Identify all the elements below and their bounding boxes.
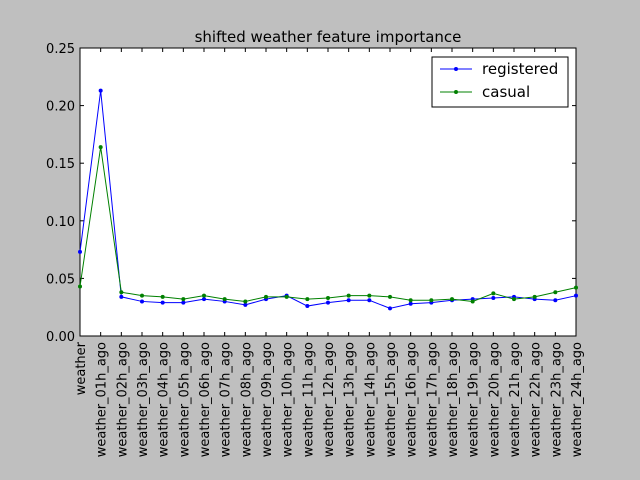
data-point-casual [98, 145, 103, 150]
data-point-casual [264, 294, 268, 299]
x-tick-label: weather_19h_ago [467, 342, 482, 457]
y-tick-label: 0.05 [46, 272, 75, 287]
x-tick-label: weather_18h_ago [446, 342, 461, 457]
data-point-registered [202, 297, 206, 302]
y-tick-label: 0.20 [46, 100, 75, 115]
x-tick-label: weather_08h_ago [239, 342, 254, 457]
x-tick-label: weather_09h_ago [260, 342, 275, 457]
data-point-casual [284, 294, 289, 299]
data-point-casual [388, 294, 392, 299]
series-layer [78, 88, 578, 311]
data-point-casual [222, 297, 227, 302]
legend-marker-registered [454, 67, 458, 71]
data-point-registered [388, 306, 392, 311]
x-tick-label: weather [74, 341, 89, 395]
data-point-registered [574, 293, 578, 298]
data-point-casual [202, 293, 206, 298]
legend-label-casual: casual [482, 83, 530, 101]
x-tick-label: weather_11h_ago [301, 342, 316, 457]
data-point-casual [450, 297, 454, 302]
data-point-casual [470, 299, 475, 304]
x-tick-label: weather_03h_ago [136, 342, 151, 457]
data-point-casual [367, 293, 372, 298]
data-point-casual [160, 294, 165, 299]
data-point-registered [243, 302, 248, 307]
x-tick-label: weather_02h_ago [115, 342, 130, 457]
data-point-casual [181, 297, 186, 302]
x-tick-label: weather_15h_ago [384, 342, 399, 457]
data-point-casual [243, 299, 248, 304]
data-point-casual [532, 294, 537, 299]
chart-title: shifted weather feature importance [195, 28, 462, 46]
x-tick-label: weather_20h_ago [487, 342, 502, 457]
x-tick-label: weather_04h_ago [157, 342, 172, 457]
y-tick-label: 0.15 [46, 157, 75, 172]
data-point-registered [346, 298, 351, 303]
data-point-casual [429, 298, 434, 303]
x-tick-label: weather_14h_ago [363, 342, 378, 457]
data-point-casual [346, 293, 351, 298]
x-tick-label: weather_16h_ago [405, 342, 420, 457]
data-point-casual [574, 285, 578, 290]
data-point-registered [491, 295, 496, 300]
legend-marker-casual [454, 90, 458, 94]
x-tick-label: weather_24h_ago [570, 342, 585, 457]
data-point-casual [512, 297, 516, 302]
data-point-registered [78, 249, 82, 254]
data-point-registered [408, 301, 413, 306]
data-point-registered [160, 300, 165, 305]
x-axis: weather weather_01h_ago weather_02h_ago wea… [74, 48, 585, 457]
data-point-registered [326, 300, 330, 305]
legend: registered casual [431, 56, 569, 108]
data-point-registered [305, 304, 310, 309]
x-tick-label: weather_07h_ago [219, 342, 234, 457]
x-tick-label: weather_23h_ago [549, 342, 564, 457]
y-tick-label: 0.00 [46, 330, 75, 345]
x-tick-label: weather_10h_ago [281, 342, 296, 457]
x-tick-label: weather_17h_ago [425, 342, 440, 457]
x-tick-label: weather_06h_ago [198, 342, 213, 457]
legend-box [431, 56, 569, 108]
data-point-casual [553, 290, 558, 295]
y-tick-label: 0.25 [46, 42, 75, 57]
data-point-registered [553, 298, 558, 303]
data-point-registered [181, 300, 186, 305]
data-point-casual [326, 295, 330, 300]
x-tick-label: weather_13h_ago [343, 342, 358, 457]
data-point-casual [140, 293, 144, 298]
data-point-casual [408, 298, 413, 303]
data-point-casual [491, 291, 496, 296]
data-point-registered [119, 294, 124, 299]
data-point-registered [98, 88, 103, 93]
data-point-registered [367, 298, 372, 303]
data-point-casual [78, 284, 82, 289]
legend-label-registered: registered [482, 60, 558, 78]
x-tick-label: weather_22h_ago [529, 342, 544, 457]
x-tick-label: weather_21h_ago [508, 342, 523, 457]
x-tick-label: weather_12h_ago [322, 342, 337, 457]
y-tick-label: 0.10 [46, 215, 75, 230]
data-point-casual [119, 290, 124, 295]
data-point-casual [305, 297, 310, 302]
x-tick-label: weather_01h_ago [95, 342, 110, 457]
data-point-registered [140, 299, 144, 304]
y-axis: 0.00 0.05 0.10 0.15 0.20 0.25 [46, 42, 576, 345]
x-tick-label: weather_05h_ago [177, 342, 192, 457]
